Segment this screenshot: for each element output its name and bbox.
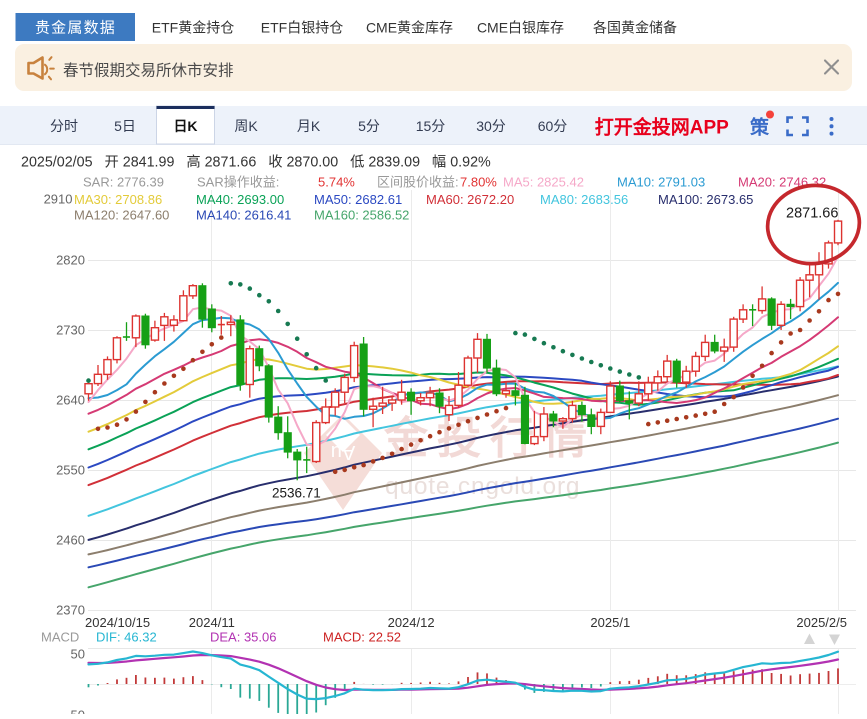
svg-text:15分: 15分 — [416, 118, 446, 134]
svg-text:2025/02/05 开 2841.99 高 287: 2025/02/05 开 2841.99 高 2871.66 收 2870.00… — [21, 154, 491, 171]
svg-text:月K: 月K — [297, 118, 321, 134]
svg-text:区间股价收益:: 区间股价收益: — [377, 175, 459, 190]
svg-text:DIF: 46.32: DIF: 46.32 — [96, 630, 157, 645]
svg-text:2910: 2910 — [44, 192, 73, 207]
svg-text:2370: 2370 — [56, 603, 85, 618]
svg-text:2550: 2550 — [56, 463, 85, 478]
svg-text:打开金投网APP: 打开金投网APP — [595, 116, 729, 139]
svg-text:CME黄金库存: CME黄金库存 — [366, 20, 453, 36]
svg-text:5日: 5日 — [114, 118, 136, 134]
svg-text:2024/12: 2024/12 — [388, 615, 435, 630]
svg-text:MA60: 2672.20: MA60: 2672.20 — [426, 192, 514, 207]
svg-text:春节假期交易所休市安排: 春节假期交易所休市安排 — [63, 62, 234, 80]
svg-text:MA30: 2708.86: MA30: 2708.86 — [74, 192, 162, 207]
svg-text:MA100: 2673.65: MA100: 2673.65 — [658, 192, 753, 207]
svg-text:MACD: MACD — [41, 630, 79, 645]
svg-text:SAR: 2776.39: SAR: 2776.39 — [83, 175, 164, 190]
svg-text:7.80%: 7.80% — [460, 175, 497, 190]
svg-text:贵金属数据: 贵金属数据 — [35, 20, 116, 37]
svg-text:MA40: 2693.00: MA40: 2693.00 — [196, 192, 284, 207]
svg-text:2871.66: 2871.66 — [786, 206, 838, 222]
svg-text:2536.71: 2536.71 — [272, 486, 321, 501]
svg-text:2025/1: 2025/1 — [590, 615, 630, 630]
svg-text:MA80: 2683.56: MA80: 2683.56 — [540, 192, 628, 207]
svg-text:60分: 60分 — [538, 118, 568, 134]
svg-text:MA10: 2791.03: MA10: 2791.03 — [617, 175, 705, 190]
svg-text:ETF黄金持仓: ETF黄金持仓 — [152, 20, 234, 36]
svg-text:各国黄金储备: 各国黄金储备 — [593, 20, 677, 36]
svg-text:MACD: 22.52: MACD: 22.52 — [323, 630, 401, 645]
svg-text:2460: 2460 — [56, 533, 85, 548]
svg-text:50: 50 — [71, 647, 85, 662]
svg-text:策: 策 — [750, 116, 770, 139]
svg-text:分时: 分时 — [50, 118, 78, 134]
svg-text:ETF白银持仓: ETF白银持仓 — [261, 20, 343, 36]
svg-text:2024/10/15: 2024/10/15 — [85, 615, 150, 630]
svg-text:MA5: 2825.42: MA5: 2825.42 — [503, 175, 584, 190]
svg-text:MA50: 2682.61: MA50: 2682.61 — [314, 192, 402, 207]
svg-text:2640: 2640 — [56, 393, 85, 408]
svg-text:2024/11: 2024/11 — [189, 615, 235, 630]
svg-text:周K: 周K — [234, 118, 258, 134]
svg-text:SAR操作收益:: SAR操作收益: — [197, 175, 279, 190]
svg-text:MA120: 2647.60: MA120: 2647.60 — [74, 208, 169, 223]
svg-text:2025/2/5: 2025/2/5 — [796, 615, 847, 630]
svg-text:DEA: 35.06: DEA: 35.06 — [210, 630, 277, 645]
svg-text:30分: 30分 — [476, 118, 506, 134]
svg-text:MA140: 2616.41: MA140: 2616.41 — [196, 208, 291, 223]
svg-text:MA160: 2586.52: MA160: 2586.52 — [314, 208, 409, 223]
svg-text:2730: 2730 — [56, 323, 85, 338]
svg-text:日K: 日K — [173, 118, 197, 134]
svg-text:2820: 2820 — [56, 253, 85, 268]
svg-text:MA20: 2746.32: MA20: 2746.32 — [738, 175, 826, 190]
svg-text:5分: 5分 — [358, 118, 380, 134]
svg-text:CME白银库存: CME白银库存 — [477, 20, 564, 36]
svg-text:5.74%: 5.74% — [318, 175, 355, 190]
svg-text:50: 50 — [71, 708, 85, 715]
svg-text:Au: Au — [331, 441, 355, 463]
